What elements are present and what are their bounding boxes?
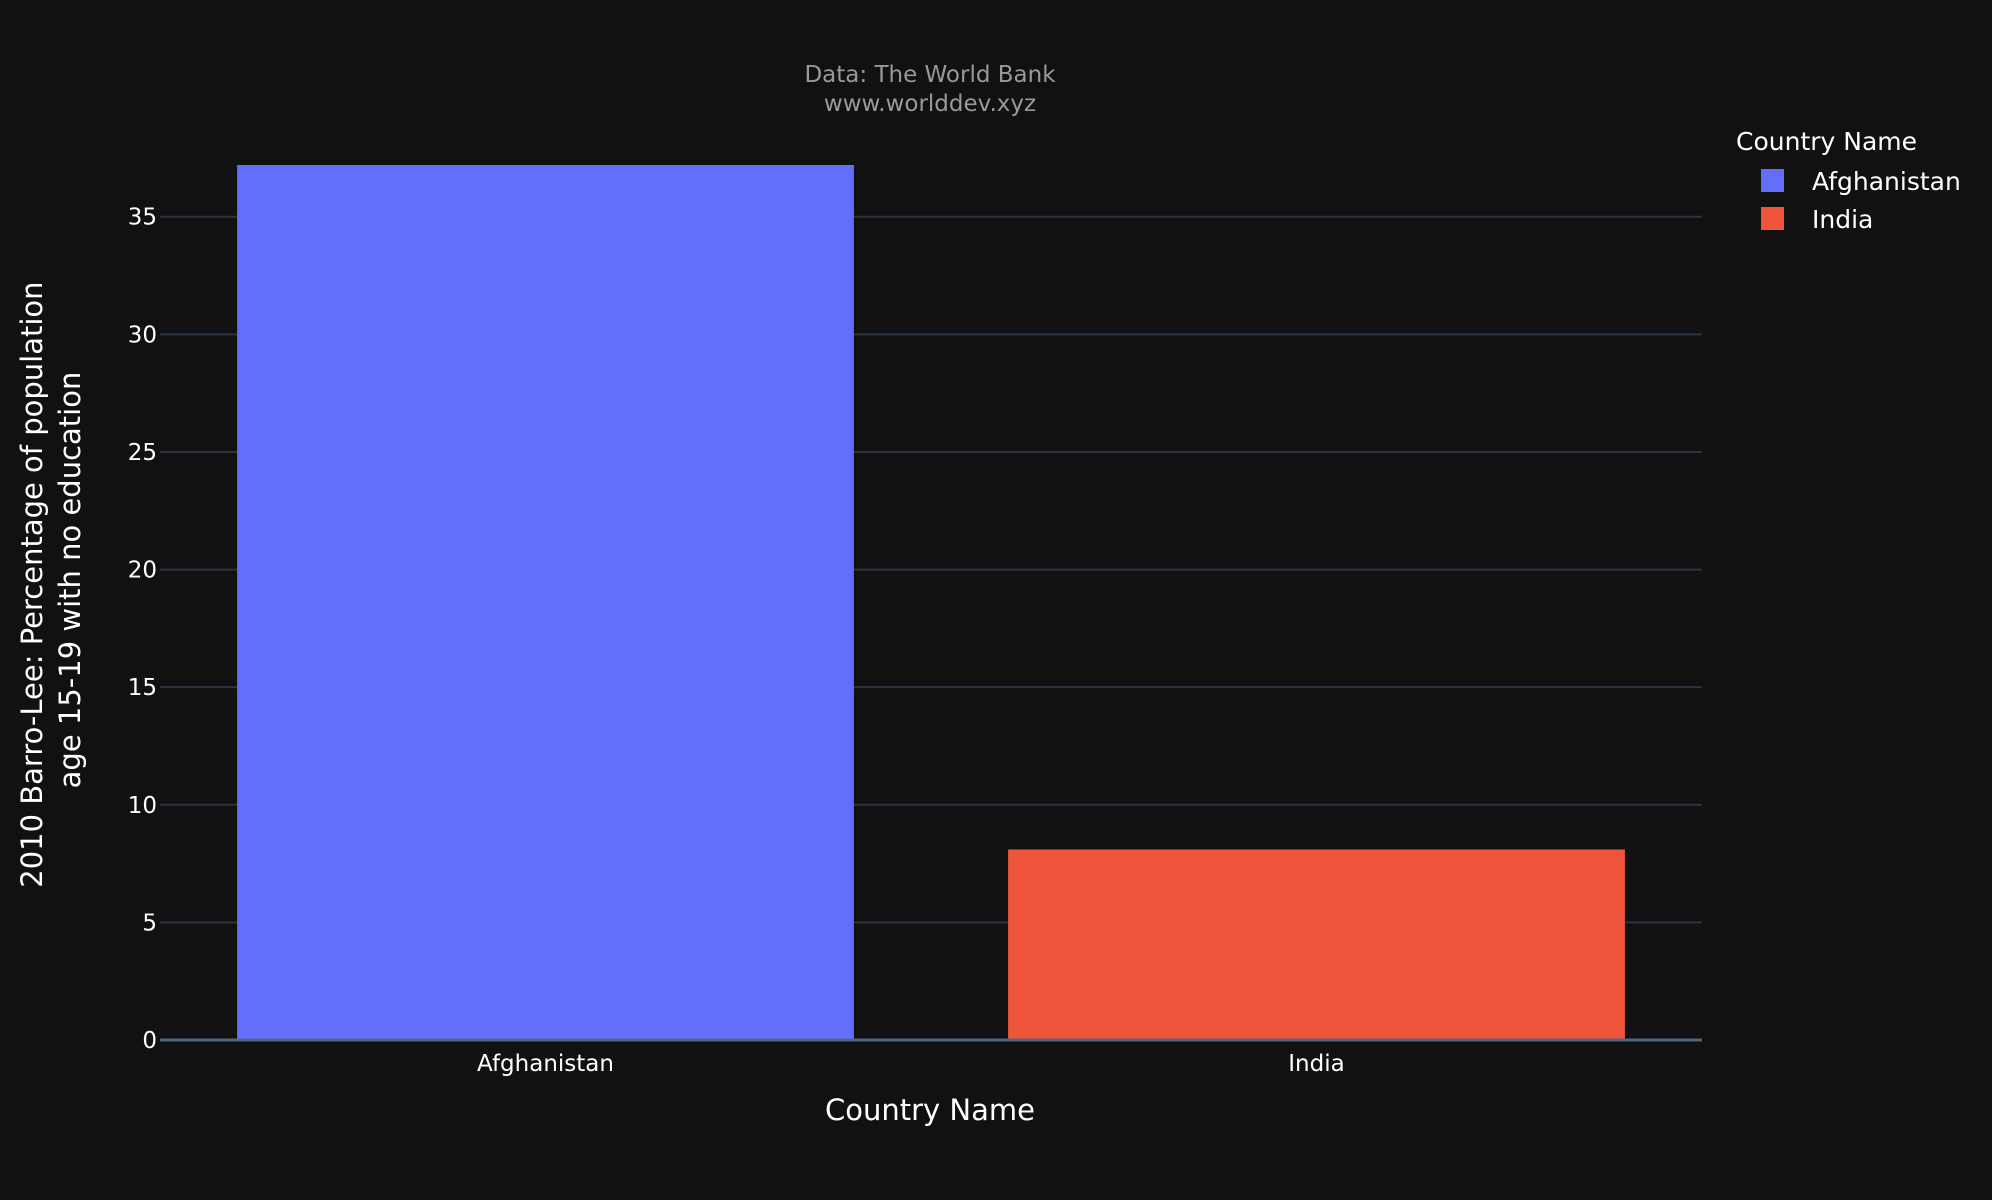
y-tick-label: 35 (128, 205, 157, 231)
y-axis-title-line-2: age 15-19 with no education (53, 372, 87, 789)
legend-swatch (1761, 169, 1784, 192)
chart-subtitle-line-1: Data: The World Bank (804, 62, 1056, 88)
y-axis-title-line-1: 2010 Barro-Lee: Percentage of population (15, 281, 49, 887)
x-tick-labels: Afghanistan India (477, 1051, 1345, 1077)
bar-india (1008, 849, 1625, 1040)
y-tick-labels: 0 5 10 15 20 25 30 35 (128, 205, 157, 1054)
y-tick-label: 25 (128, 440, 157, 466)
legend: Country Name Afghanistan India (1736, 127, 1961, 234)
y-tick-label: 20 (128, 558, 157, 584)
y-tick-label: 5 (142, 910, 157, 936)
legend-items: Afghanistan India (1761, 167, 1961, 234)
x-tick-label: Afghanistan (477, 1051, 614, 1077)
bar-afghanistan (237, 165, 854, 1040)
x-axis-title: Country Name (825, 1093, 1035, 1127)
legend-label: India (1812, 205, 1873, 234)
bars (237, 165, 1625, 1040)
y-axis-title: 2010 Barro-Lee: Percentage of population… (15, 272, 87, 888)
legend-label: Afghanistan (1812, 167, 1961, 196)
y-tick-label: 15 (128, 675, 157, 701)
legend-swatch (1761, 207, 1784, 230)
y-tick-label: 10 (128, 793, 157, 819)
y-tick-label: 30 (128, 322, 157, 348)
legend-title: Country Name (1736, 127, 1917, 156)
x-tick-label: India (1288, 1051, 1344, 1077)
y-tick-label: 0 (142, 1028, 157, 1054)
chart-subtitle-line-2: www.worlddev.xyz (824, 91, 1036, 117)
